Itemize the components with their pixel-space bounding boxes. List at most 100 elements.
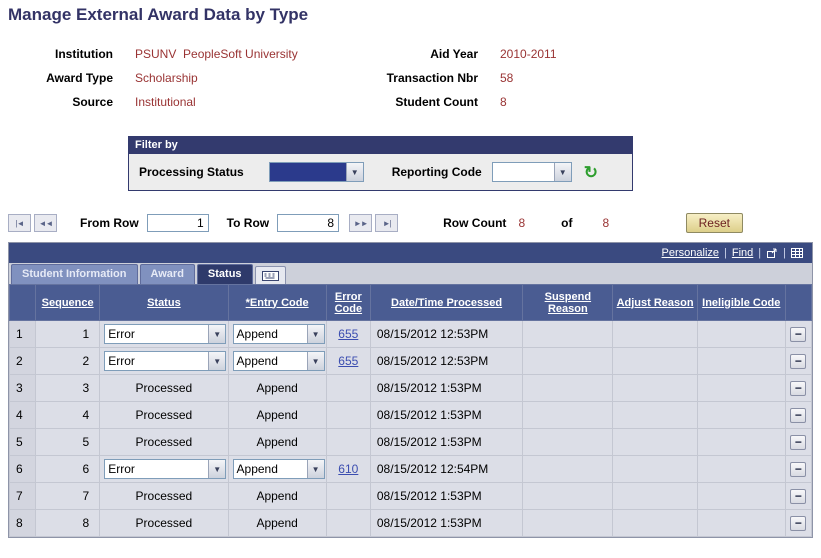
column-header-label: Suspend Reason [544, 290, 592, 315]
column-header-status[interactable]: Status [99, 284, 229, 321]
row-total-value: 8 [602, 216, 610, 230]
page-title: Manage External Award Data by Type [8, 5, 309, 24]
delete-row-button[interactable]: − [790, 434, 807, 450]
datetime-cell: 08/15/2012 1:53PM [369, 509, 524, 537]
tab-student-information[interactable]: Student Information [11, 264, 138, 284]
row-number: 7 [8, 482, 37, 510]
ineligible-code-cell [696, 455, 786, 483]
adjust-reason-cell [612, 401, 698, 429]
separator: | [758, 247, 762, 259]
status-table: Sequence Status *Entry Code Error Code D… [8, 284, 813, 537]
entry-code-cell: Append [227, 401, 327, 429]
reporting-code-label: Reporting Code [391, 165, 482, 179]
processing-status-select-value [269, 163, 346, 181]
datetime-cell: 08/15/2012 1:53PM [369, 482, 524, 510]
column-header-suspend-reason[interactable]: Suspend Reason [522, 284, 614, 321]
reporting-code-select[interactable]: ▼ [491, 162, 572, 182]
error-code-link[interactable]: 655 [338, 327, 359, 341]
show-all-columns-icon[interactable] [254, 266, 286, 284]
datetime-cell: 08/15/2012 1:53PM [369, 428, 524, 456]
separator: | [724, 247, 727, 259]
refresh-icon[interactable]: ↻ [583, 162, 598, 182]
sequence-cell: 5 [35, 428, 101, 456]
status-select[interactable]: Error ▼ [104, 324, 227, 344]
datetime-cell: 08/15/2012 12:53PM [369, 347, 524, 375]
table-row: 4 4 Processed Append 08/15/2012 1:53PM − [8, 401, 813, 429]
entry-code-select[interactable]: Append ▼ [232, 351, 325, 371]
dropdown-arrow-icon[interactable]: ▼ [208, 325, 226, 343]
error-code-link[interactable]: 610 [338, 462, 359, 476]
ineligible-code-cell [696, 482, 786, 510]
tab-award[interactable]: Award [139, 264, 195, 284]
row-number: 1 [8, 320, 37, 348]
previous-rows-button[interactable]: ◄◄ [34, 214, 57, 232]
delete-row-button[interactable]: − [790, 353, 807, 369]
row-number-header [8, 284, 37, 321]
entry-code-select[interactable]: Append ▼ [232, 459, 325, 479]
dropdown-arrow-icon[interactable]: ▼ [553, 163, 571, 181]
column-header-label: Status [147, 296, 181, 309]
status-cell: Processed [99, 509, 229, 537]
from-row-input[interactable] [146, 214, 209, 232]
status-select[interactable]: Error ▼ [104, 351, 227, 371]
suspend-reason-cell [522, 509, 614, 537]
row-number: 5 [8, 428, 37, 456]
personalize-link[interactable]: Personalize [661, 247, 720, 259]
reset-button[interactable]: Reset [685, 213, 743, 233]
transaction-nbr-label: Transaction Nbr [386, 71, 478, 85]
status-cell: Processed [99, 401, 229, 429]
of-label: of [561, 216, 573, 230]
next-rows-button[interactable]: ►► [349, 214, 373, 232]
status-select-value: Error [108, 462, 135, 476]
reporting-code-select-value [493, 163, 554, 181]
column-header-datetime-processed[interactable]: Date/Time Processed [369, 284, 524, 321]
first-row-button[interactable]: |◄ [8, 214, 31, 232]
status-select-value: Error [108, 327, 135, 341]
from-row-label: From Row [80, 216, 139, 230]
suspend-reason-cell [522, 482, 614, 510]
processing-status-select[interactable]: ▼ [268, 162, 364, 182]
status-select[interactable]: Error ▼ [104, 459, 227, 479]
dropdown-arrow-icon[interactable]: ▼ [306, 352, 324, 370]
suspend-reason-cell [522, 455, 614, 483]
entry-code-select[interactable]: Append ▼ [232, 324, 325, 344]
ineligible-code-cell [696, 320, 786, 348]
ineligible-code-cell [696, 347, 786, 375]
to-row-input[interactable] [277, 214, 340, 232]
delete-row-button[interactable]: − [790, 380, 807, 396]
dropdown-arrow-icon[interactable]: ▼ [306, 325, 324, 343]
suspend-reason-cell [522, 347, 614, 375]
column-header-ineligible-code[interactable]: Ineligible Code [696, 284, 786, 321]
column-header-entry-code[interactable]: *Entry Code [227, 284, 327, 321]
delete-row-button[interactable]: − [790, 407, 807, 423]
zoom-popup-icon[interactable] [766, 248, 778, 259]
dropdown-arrow-icon[interactable]: ▼ [306, 460, 324, 478]
delete-row-button[interactable]: − [790, 515, 807, 531]
to-row-label: To Row [226, 216, 270, 230]
row-number: 2 [8, 347, 37, 375]
column-header-sequence[interactable]: Sequence [35, 284, 101, 321]
download-grid-icon[interactable] [791, 248, 803, 258]
error-code-cell [325, 374, 371, 402]
suspend-reason-cell [522, 401, 614, 429]
column-header-error-code[interactable]: Error Code [325, 284, 371, 321]
delete-row-button[interactable]: − [790, 326, 807, 342]
entry-code-cell: Append [227, 374, 327, 402]
delete-row-button[interactable]: − [790, 461, 807, 477]
datetime-cell: 08/15/2012 12:53PM [369, 320, 524, 348]
table-row: 6 6 Error ▼ Append ▼ 610 08/15/2012 12:54P… [8, 455, 813, 483]
dropdown-arrow-icon[interactable]: ▼ [208, 460, 226, 478]
filter-by-title: Filter by [129, 137, 632, 154]
find-link[interactable]: Find [731, 247, 754, 259]
adjust-reason-cell [612, 482, 698, 510]
delete-row-button[interactable]: − [790, 488, 807, 504]
ineligible-code-cell [696, 374, 786, 402]
dropdown-arrow-icon[interactable]: ▼ [208, 352, 226, 370]
dropdown-arrow-icon[interactable]: ▼ [345, 163, 363, 181]
last-row-button[interactable]: ►| [375, 214, 399, 232]
error-code-link[interactable]: 655 [338, 354, 359, 368]
column-header-adjust-reason[interactable]: Adjust Reason [612, 284, 698, 321]
tab-status[interactable]: Status [196, 264, 253, 284]
sequence-cell: 7 [35, 482, 101, 510]
entry-code-cell: Append [227, 509, 327, 537]
